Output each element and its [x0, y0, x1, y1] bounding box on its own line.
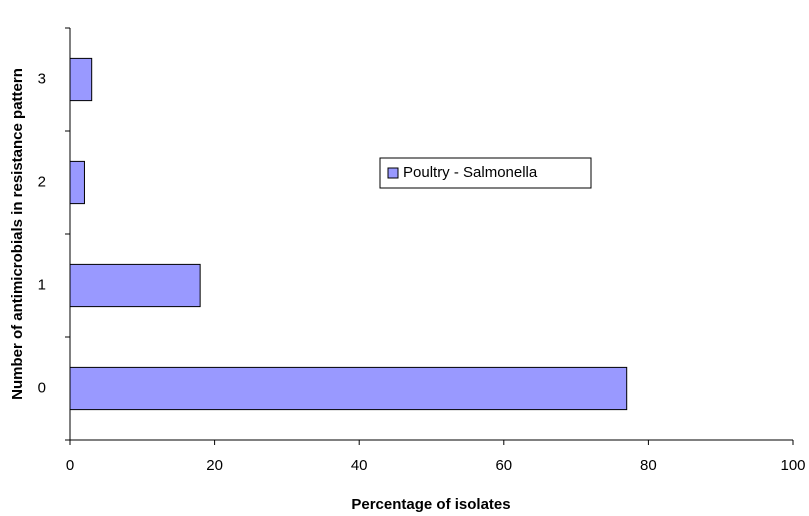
bar: [69, 366, 628, 411]
y-tick-label: 1: [38, 276, 46, 293]
x-tick-label: 60: [495, 457, 512, 474]
x-tick-label: 40: [351, 457, 368, 474]
x-axis-label: Percentage of isolates: [351, 496, 510, 513]
bar: [69, 160, 85, 205]
legend-swatch: [387, 167, 399, 179]
x-tick-label: 20: [206, 457, 223, 474]
x-tick-label: 100: [780, 457, 805, 474]
legend-label: Poultry - Salmonella: [403, 164, 538, 181]
y-tick-label: 2: [38, 173, 46, 190]
legend-box: [379, 157, 592, 189]
y-tick-label: 0: [38, 379, 46, 396]
x-tick-label: 80: [640, 457, 657, 474]
bar: [69, 263, 201, 308]
x-tick-label: 0: [66, 457, 74, 474]
y-tick-label: 3: [38, 70, 46, 87]
bar: [69, 57, 93, 102]
y-axis-label: Number of antimicrobials in resistance p…: [9, 68, 26, 400]
